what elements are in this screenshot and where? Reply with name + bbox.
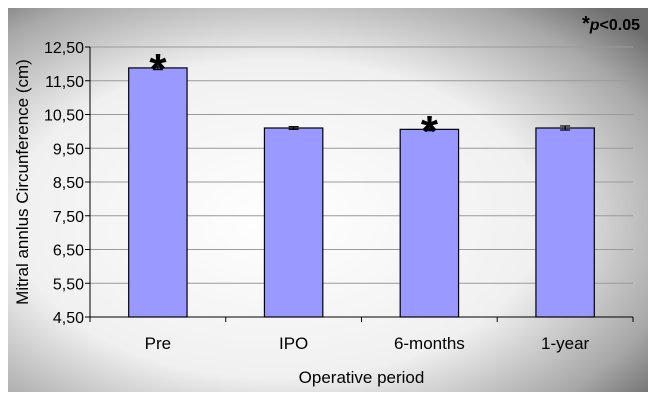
x-tick-label: 6-months	[394, 334, 465, 353]
note-threshold: <0.05	[600, 17, 641, 34]
y-tick-label: 7,50	[53, 209, 84, 226]
y-tick-label: 11,50	[45, 74, 84, 91]
y-tick-label: 9,50	[53, 141, 84, 158]
significance-note: *p<0.05	[582, 13, 640, 35]
note-star: *	[582, 13, 590, 35]
bar	[535, 127, 595, 318]
significance-star: *	[149, 45, 167, 94]
x-tick-label: 1-year	[541, 334, 590, 353]
bar	[263, 127, 324, 318]
y-tick-label: 4,50	[53, 310, 84, 327]
error-bars	[152, 65, 571, 132]
y-tick-label: 10,50	[44, 108, 84, 125]
x-tick-label: IPO	[279, 334, 308, 353]
bar	[128, 67, 188, 318]
y-tick-labels: 4,50 5,50 6,50 7,50 8,50 9,50 10,50 11,50 12,50	[44, 40, 90, 327]
y-tick-label: 6,50	[53, 243, 84, 260]
y-tick-label: 5,50	[53, 276, 84, 293]
y-tick-label: 8,50	[53, 175, 84, 192]
note-p: p	[589, 17, 600, 34]
x-tick-labels: Pre IPO 6-months 1-year	[89, 317, 634, 353]
x-axis-title: Operative period	[299, 368, 425, 387]
y-tick-label: 12,50	[44, 40, 84, 57]
significance-star: *	[421, 107, 439, 156]
significance-markers: **	[149, 45, 439, 156]
bar	[399, 128, 460, 318]
x-tick-label: Pre	[145, 334, 171, 353]
y-axis-title: Mitral annlus Circunference (cm)	[13, 59, 32, 305]
